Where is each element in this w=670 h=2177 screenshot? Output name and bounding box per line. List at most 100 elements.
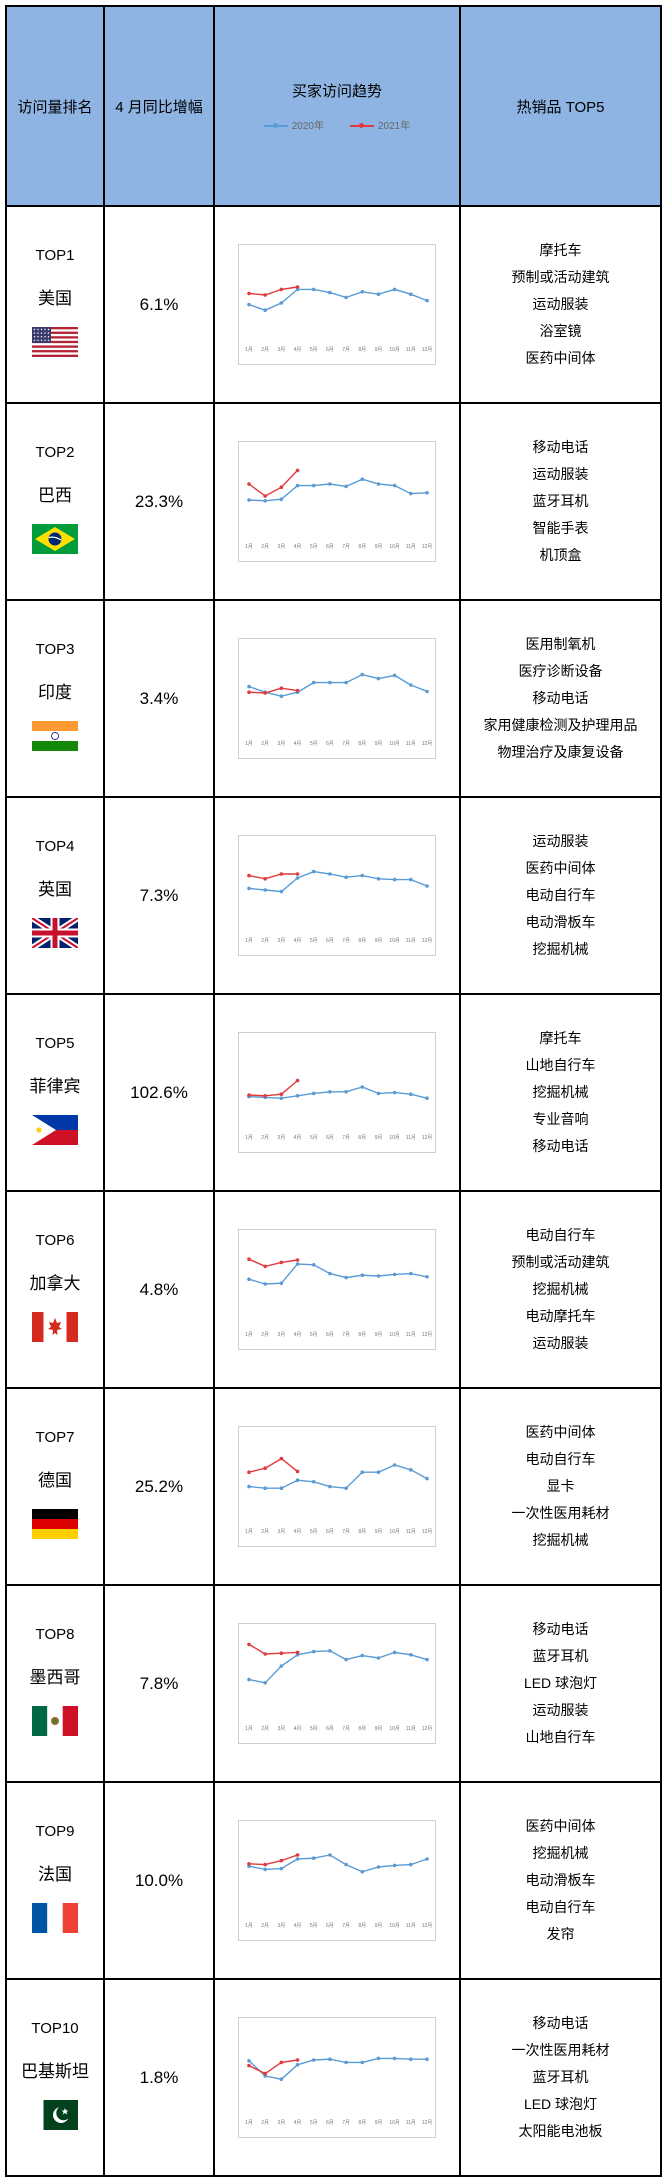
x-tick-label: 12月: [422, 1135, 433, 1141]
product-item: 专业音响: [532, 1111, 589, 1127]
trend-cell: 1月 2月 3月 4月 5月 6月 7月 8月 9月 10月 11月 12月: [213, 796, 461, 995]
data-point-s2020: [295, 1857, 300, 1861]
product-item: 摩托车: [539, 242, 582, 258]
x-tick-label: 10月: [389, 741, 400, 747]
x-tick-label: 5月: [310, 1332, 318, 1338]
data-point-s2021: [295, 1078, 300, 1083]
trend-cell: 1月 2月 3月 4月 5月 6月 7月 8月 9月 10月 11月 12月: [213, 402, 461, 601]
product-item: 电动滑板车: [525, 1872, 596, 1888]
product-item: LED 球泡灯: [523, 1675, 598, 1691]
product-item: 摩托车: [539, 1030, 582, 1046]
x-tick-label: 9月: [375, 2120, 383, 2126]
rank-cell: TOP8 墨西哥: [5, 1584, 105, 1783]
data-point-s2020: [360, 1470, 365, 1474]
data-point-s2020: [360, 1870, 365, 1874]
x-tick-label: 4月: [294, 1726, 302, 1732]
x-tick-label: 10月: [389, 1529, 400, 1535]
data-point-s2021: [279, 1092, 284, 1096]
data-point-s2021: [279, 287, 284, 292]
trend-chart-svg: 1月 2月 3月 4月 5月 6月 7月 8月 9月 10月 11月 12月: [245, 1642, 432, 1732]
products-cell: 医药中间体 电动自行车 显卡 一次性医用耗材 挖掘机械: [459, 1387, 662, 1586]
product-item: 发帘: [546, 1926, 575, 1942]
trend-chart: 1月 2月 3月 4月 5月 6月 7月 8月 9月 10月 11月 12月: [238, 835, 436, 956]
data-point-s2021: [263, 1466, 267, 1470]
x-tick-label: 8月: [358, 347, 366, 353]
data-point-s2021: [295, 688, 300, 693]
data-point-s2020: [311, 483, 316, 488]
germany-flag-icon: [32, 1509, 78, 1539]
chart-legend: 2020年 2021年: [215, 117, 459, 132]
rank-cell: TOP10 巴基斯坦: [5, 1978, 105, 2177]
table-row: TOP3 印度 3.4% 1月 2月 3月 4月 5月 6月 7月 8月 9月 10月 11月 12月 医用制…: [5, 599, 662, 798]
x-tick-label: 1月: [245, 347, 253, 353]
x-tick-label: 2月: [261, 1529, 269, 1535]
x-tick-label: 6月: [326, 1923, 334, 1929]
data-point-s2021: [247, 1093, 251, 1097]
series-line-s2020: [248, 870, 428, 893]
data-point-s2020: [409, 292, 413, 296]
data-point-s2020: [247, 1677, 251, 1682]
x-tick-label: 4月: [294, 347, 302, 353]
data-point-s2021: [247, 2063, 251, 2068]
data-point-s2020: [409, 877, 413, 882]
table-row: TOP9 法国 10.0% 1月 2月 3月 4月 5月 6月 7月 8月 9月 10月 11月 12月 医药…: [5, 1781, 662, 1980]
data-point-s2020: [425, 2057, 429, 2061]
trend-chart-svg: 1月 2月 3月 4月 5月 6月 7月 8月 9月 10月 11月 12月: [245, 285, 432, 353]
x-tick-label: 11月: [406, 741, 416, 747]
data-point-s2020: [409, 1862, 413, 1867]
data-point-s2020: [311, 869, 316, 874]
product-item: 运动服装: [532, 1702, 589, 1718]
data-point-s2020: [279, 694, 284, 698]
data-point-s2020: [311, 2058, 316, 2062]
x-tick-label: 6月: [326, 347, 334, 353]
product-item: 浴室镜: [539, 323, 582, 339]
data-point-s2020: [295, 2063, 300, 2067]
trend-chart: 1月 2月 3月 4月 5月 6月 7月 8月 9月 10月 11月 12月: [238, 441, 436, 562]
data-point-s2021: [263, 1652, 267, 1656]
x-tick-label: 4月: [294, 2120, 302, 2126]
data-point-s2020: [247, 2059, 251, 2063]
product-item: 电动自行车: [525, 1899, 596, 1915]
data-point-s2020: [392, 2056, 397, 2061]
data-point-s2020: [295, 1478, 300, 1482]
x-tick-label: 1月: [245, 1923, 253, 1929]
trend-chart-svg: 1月 2月 3月 4月 5月 6月 7月 8月 9月 10月 11月 12月: [245, 468, 432, 550]
data-point-s2021: [295, 1650, 300, 1655]
country-name: 美国: [38, 289, 72, 308]
data-point-s2020: [328, 1271, 332, 1276]
legend-2020: 2020年: [263, 117, 324, 132]
data-point-s2020: [360, 1085, 365, 1089]
rank-label: TOP6: [35, 1232, 75, 1249]
data-point-s2020: [425, 884, 429, 888]
rank-cell: TOP5 菲律宾: [5, 993, 105, 1192]
x-tick-label: 1月: [245, 1726, 253, 1732]
product-item: 医药中间体: [525, 1424, 596, 1440]
x-tick-label: 6月: [326, 938, 334, 944]
x-tick-label: 4月: [294, 1529, 302, 1535]
x-tick-label: 11月: [406, 2120, 416, 2126]
product-item: 移动电话: [532, 1138, 589, 1154]
growth-value: 3.4%: [103, 599, 215, 798]
trend-cell: 1月 2月 3月 4月 5月 6月 7月 8月 9月 10月 11月 12月: [213, 993, 461, 1192]
data-point-s2020: [311, 1856, 316, 1860]
growth-value: 7.3%: [103, 796, 215, 995]
series-line-s2020: [248, 673, 428, 697]
data-point-s2020: [409, 683, 413, 687]
x-tick-label: 3月: [277, 1529, 285, 1535]
data-point-s2020: [360, 672, 365, 677]
data-point-s2020: [311, 1263, 316, 1267]
x-tick-label: 4月: [294, 544, 302, 550]
x-tick-label: 7月: [342, 2120, 350, 2126]
x-tick-label: 5月: [310, 741, 318, 747]
product-item: 家用健康检测及护理用品: [483, 717, 638, 733]
x-tick-label: 5月: [310, 1726, 318, 1732]
data-point-s2020: [360, 290, 365, 294]
trend-chart: 1月 2月 3月 4月 5月 6月 7月 8月 9月 10月 11月 12月: [238, 1426, 436, 1547]
product-item: 电动自行车: [525, 1451, 596, 1467]
data-point-s2020: [376, 1865, 381, 1869]
product-item: 预制或活动建筑: [511, 1254, 610, 1270]
data-point-s2020: [344, 2060, 348, 2065]
product-item: 太阳能电池板: [518, 2123, 603, 2139]
growth-value: 4.8%: [103, 1190, 215, 1389]
growth-value: 102.6%: [103, 993, 215, 1192]
